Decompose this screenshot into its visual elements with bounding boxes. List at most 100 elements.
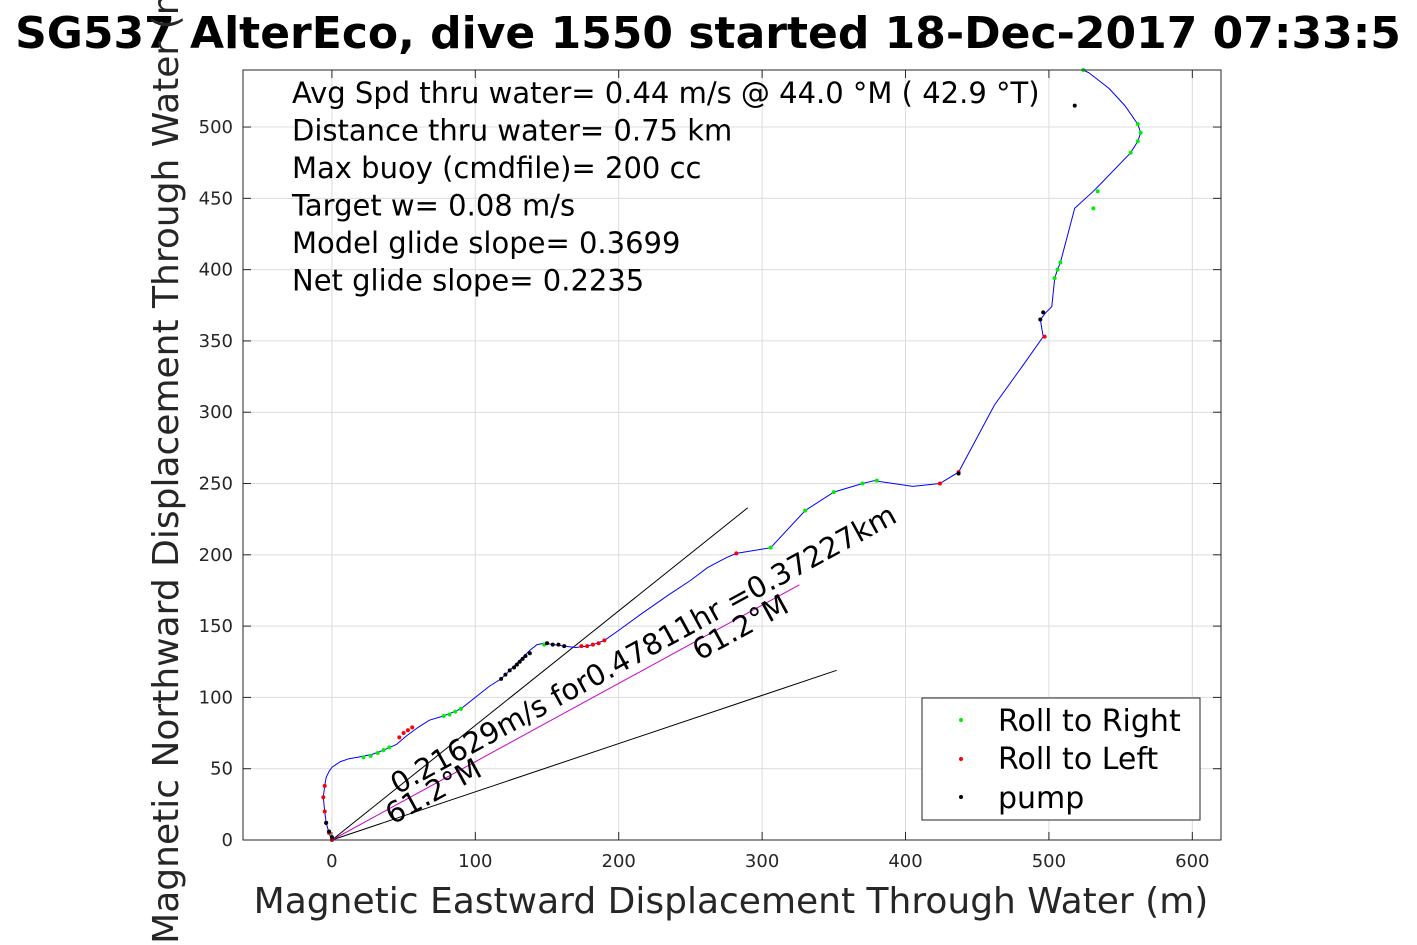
roll-to-left-marker [321, 795, 326, 800]
x-tick-label: 200 [602, 851, 636, 872]
roll-to-right-marker [1135, 139, 1140, 144]
y-tick-label: 500 [199, 117, 233, 138]
y-tick-label: 150 [199, 616, 233, 637]
pump-marker [517, 659, 522, 664]
stats-annotation-line: Target w= 0.08 m/s [291, 189, 575, 223]
roll-to-right-marker [1052, 276, 1057, 281]
x-axis-label: Magnetic Eastward Displacement Through W… [254, 881, 1209, 922]
roll-to-right-marker [860, 481, 865, 486]
y-tick-label: 0 [222, 830, 233, 851]
roll-to-right-marker [874, 478, 879, 483]
y-tick-label: 200 [199, 545, 233, 566]
roll-to-right-marker [368, 753, 373, 758]
stats-annotation-line: Distance thru water= 0.75 km [292, 114, 732, 148]
pump-marker [507, 668, 512, 673]
stats-annotation-line: Net glide slope= 0.2235 [292, 264, 644, 298]
plot-area-frame [242, 69, 1222, 841]
stats-annotations: Avg Spd thru water= 0.44 m/s @ 44.0 °M (… [291, 76, 1040, 298]
x-tick-label: 600 [1175, 851, 1209, 872]
roll-to-left-marker [590, 642, 595, 647]
pump-marker [1038, 317, 1043, 322]
pump-marker [512, 665, 517, 670]
roll-to-left-marker [734, 551, 739, 556]
y-tick-label: 50 [210, 759, 233, 780]
roll-to-right-marker [1058, 260, 1063, 265]
pump-marker [1041, 310, 1046, 315]
marker-layer [321, 68, 1143, 842]
pump-marker [503, 672, 508, 677]
stats-annotation-line: Avg Spd thru water= 0.44 m/s @ 44.0 °M (… [292, 76, 1040, 110]
roll-to-left-marker [405, 728, 410, 733]
roll-to-left-marker [322, 783, 327, 788]
roll-to-right-marker [1128, 150, 1133, 155]
pump-marker [520, 656, 525, 661]
heading-reference-line [331, 507, 749, 841]
roll-to-left-marker [410, 725, 415, 730]
roll-to-right-marker [768, 545, 773, 550]
y-axis-label: Magnetic Northward Displacement Through … [146, 0, 187, 944]
pump-marker [514, 662, 519, 667]
y-tick-label: 300 [199, 402, 233, 423]
roll-to-left-marker [401, 731, 406, 736]
roll-to-left-marker [322, 809, 327, 814]
pump-marker [523, 654, 528, 659]
legend-marker-roll-left [959, 757, 963, 761]
roll-to-right-marker [831, 490, 836, 495]
roll-to-right-marker [375, 751, 380, 756]
roll-to-right-marker [1138, 130, 1143, 135]
x-tick-label: 100 [458, 851, 492, 872]
pump-marker [527, 651, 532, 656]
x-tick-label: 300 [745, 851, 779, 872]
roll-to-right-marker [361, 755, 366, 760]
stats-annotation-line: Max buoy (cmdfile)= 200 cc [292, 151, 701, 185]
legend-label-roll-right: Roll to Right [998, 704, 1181, 739]
roll-to-right-marker [447, 712, 452, 717]
x-tick-label: 0 [326, 851, 337, 872]
roll-to-left-marker [937, 481, 942, 486]
roll-to-right-marker [387, 745, 392, 750]
pump-marker [499, 676, 504, 681]
pump-marker [324, 820, 329, 825]
current-vector-line [331, 584, 800, 841]
pump-marker [550, 642, 555, 647]
y-tick-label: 350 [199, 331, 233, 352]
legend-label-pump: pump [998, 781, 1084, 816]
roll-to-left-marker [397, 735, 402, 740]
y-tick-label: 450 [199, 188, 233, 209]
stats-annotation-line: Model glide slope= 0.3699 [292, 226, 680, 260]
x-tick-label: 500 [1032, 851, 1066, 872]
roll-to-left-marker [596, 641, 601, 646]
grid [243, 70, 1221, 841]
roll-to-right-marker [381, 748, 386, 753]
pump-marker [1072, 103, 1077, 108]
y-tick-label: 400 [199, 260, 233, 281]
x-axis-ticks: 0 100 200 300 400 500 600 [326, 70, 1209, 872]
pump-marker [956, 471, 961, 476]
roll-to-right-marker [458, 706, 463, 711]
legend-box [921, 697, 1201, 821]
roll-to-right-marker [1095, 189, 1100, 194]
roll-to-right-marker [803, 508, 808, 513]
x-tick-label: 400 [888, 851, 922, 872]
pump-marker [327, 829, 332, 834]
y-tick-label: 250 [199, 474, 233, 495]
roll-to-right-marker [441, 713, 446, 718]
roll-to-right-marker [1055, 267, 1060, 272]
legend: Roll to Right Roll to Left pump [921, 697, 1201, 821]
roll-to-right-marker [453, 709, 458, 714]
pump-marker [556, 642, 561, 647]
heading-reference-line [331, 669, 837, 841]
roll-to-left-marker [585, 644, 590, 649]
reference-lines [331, 507, 837, 841]
y-tick-label: 100 [199, 687, 233, 708]
roll-to-left-marker [1042, 334, 1047, 339]
roll-to-right-marker [1091, 206, 1096, 211]
legend-marker-pump [959, 795, 963, 799]
roll-to-left-marker [602, 638, 607, 643]
legend-label-roll-left: Roll to Left [998, 742, 1158, 777]
pump-marker [545, 641, 550, 646]
pump-marker [562, 644, 567, 649]
y-axis-ticks: 0 50 100 150 200 250 300 350 400 450 500 [199, 117, 1221, 851]
legend-marker-roll-right [959, 718, 963, 722]
